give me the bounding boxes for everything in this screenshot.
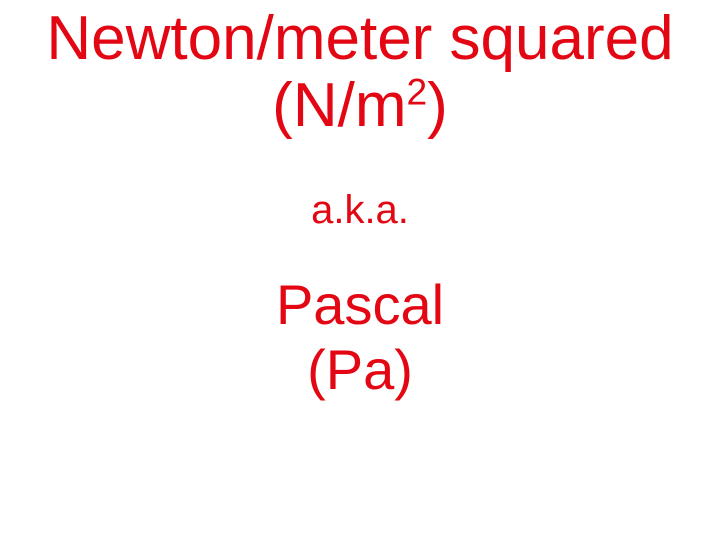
aka-label: a.k.a. — [311, 188, 409, 233]
pascal-block: Pascal (Pa) — [276, 273, 444, 402]
unit-close: ) — [427, 71, 448, 140]
unit-open: (N/m — [272, 71, 406, 140]
title-line-1: Newton/meter squared — [46, 5, 673, 73]
pascal-name: Pascal — [276, 273, 444, 337]
unit-superscript: 2 — [406, 71, 427, 113]
unit-symbol-line: (N/m2) — [272, 73, 448, 138]
pascal-symbol: (Pa) — [276, 338, 444, 402]
